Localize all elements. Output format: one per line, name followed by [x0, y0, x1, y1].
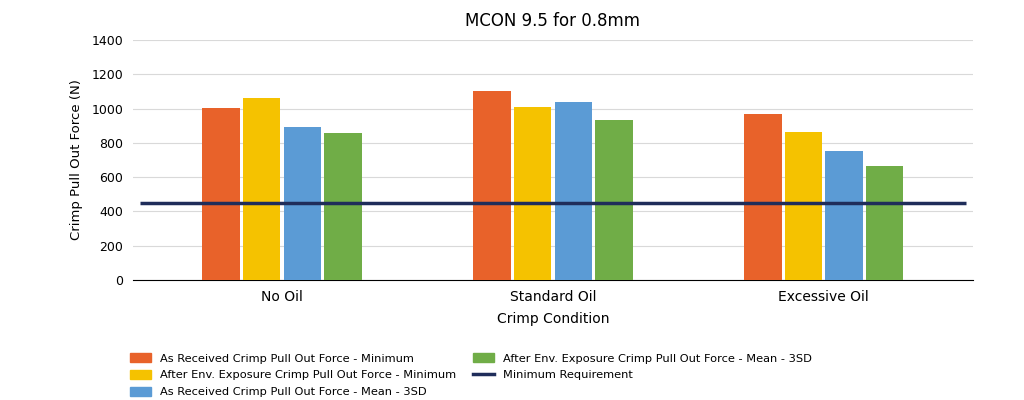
Bar: [555, 102, 592, 280]
Bar: [325, 132, 361, 280]
Bar: [866, 166, 903, 280]
Bar: [473, 92, 511, 280]
Title: MCON 9.5 for 0.8mm: MCON 9.5 for 0.8mm: [466, 12, 640, 30]
Bar: [595, 120, 633, 280]
Bar: [203, 108, 240, 280]
Y-axis label: Crimp Pull Out Force (N): Crimp Pull Out Force (N): [71, 80, 83, 240]
Bar: [744, 114, 781, 280]
Bar: [825, 152, 863, 280]
X-axis label: Crimp Condition: Crimp Condition: [497, 312, 609, 326]
Bar: [284, 128, 322, 280]
Bar: [514, 107, 551, 280]
Bar: [784, 132, 822, 280]
Legend: As Received Crimp Pull Out Force - Minimum, After Env. Exposure Crimp Pull Out F: As Received Crimp Pull Out Force - Minim…: [130, 353, 812, 397]
Bar: [243, 98, 281, 280]
